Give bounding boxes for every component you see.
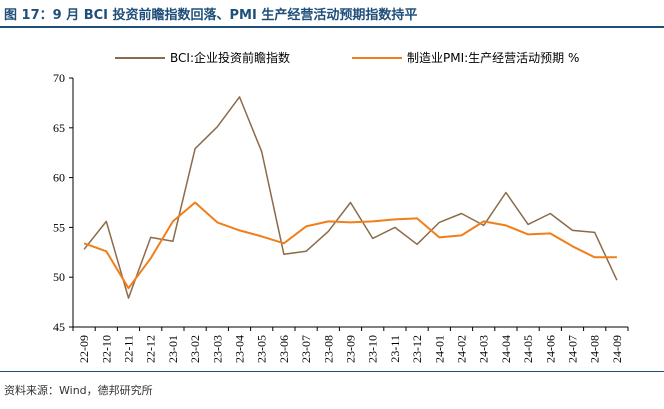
series-line-bci bbox=[83, 96, 618, 299]
x-tick-label: 24-02 bbox=[455, 335, 469, 363]
y-tick-label: 70 bbox=[53, 71, 65, 85]
title-divider bbox=[0, 26, 664, 28]
y-tick-label: 50 bbox=[53, 270, 65, 284]
x-tick-label: 24-03 bbox=[477, 335, 491, 363]
source-note: 资料来源：Wind，德邦研究所 bbox=[4, 384, 153, 397]
chart-title: 图 17：9 月 BCI 投资前瞻指数回落、PMI 生产经营活动预期指数持平 bbox=[4, 8, 418, 23]
x-tick-label: 23-03 bbox=[210, 335, 224, 363]
y-tick-label: 55 bbox=[53, 220, 65, 234]
chart-series bbox=[83, 96, 618, 299]
legend-label-pmi: 制造业PMI:生产经营活动预期 % bbox=[407, 51, 579, 65]
x-tick-label: 24-06 bbox=[543, 335, 557, 363]
chart-axes: 45 50 55 60 65 70 22-09 22-10 22-11 22-12 23-01 23-… bbox=[53, 71, 629, 363]
x-tick-label: 24-09 bbox=[610, 335, 624, 363]
x-tick-label: 22-12 bbox=[144, 335, 158, 363]
x-tick-label: 23-01 bbox=[166, 335, 180, 363]
x-tick-label: 23-04 bbox=[233, 335, 247, 363]
x-tick-label: 23-05 bbox=[255, 335, 269, 363]
x-tick-label: 23-07 bbox=[299, 335, 313, 363]
x-tick-label: 24-08 bbox=[588, 335, 602, 363]
footer-divider bbox=[0, 371, 664, 372]
y-tick-label: 65 bbox=[53, 121, 65, 135]
x-tick-label: 23-12 bbox=[410, 335, 424, 363]
x-tick-label: 22-09 bbox=[77, 335, 91, 363]
chart-legend: BCI:企业投资前瞻指数 制造业PMI:生产经营活动预期 % bbox=[115, 50, 579, 65]
x-tick-label: 23-10 bbox=[366, 335, 380, 363]
y-tick-label: 60 bbox=[53, 171, 65, 185]
legend-label-bci: BCI:企业投资前瞻指数 bbox=[170, 50, 290, 65]
x-tick-label: 23-02 bbox=[188, 335, 202, 363]
y-tick-label: 45 bbox=[53, 320, 65, 334]
x-tick-label: 24-07 bbox=[566, 335, 580, 363]
x-tick-label: 22-10 bbox=[99, 335, 113, 363]
x-tick-label: 23-09 bbox=[344, 335, 358, 363]
x-tick-label: 22-11 bbox=[122, 335, 136, 363]
x-tick-label: 24-05 bbox=[521, 335, 535, 363]
x-tick-label: 23-08 bbox=[321, 335, 335, 363]
series-line-pmi bbox=[83, 201, 617, 290]
x-tick-label: 23-06 bbox=[277, 335, 291, 363]
x-tick-label: 24-04 bbox=[499, 335, 513, 363]
x-tick-label: 23-11 bbox=[388, 335, 402, 363]
x-tick-label: 24-01 bbox=[432, 335, 446, 363]
